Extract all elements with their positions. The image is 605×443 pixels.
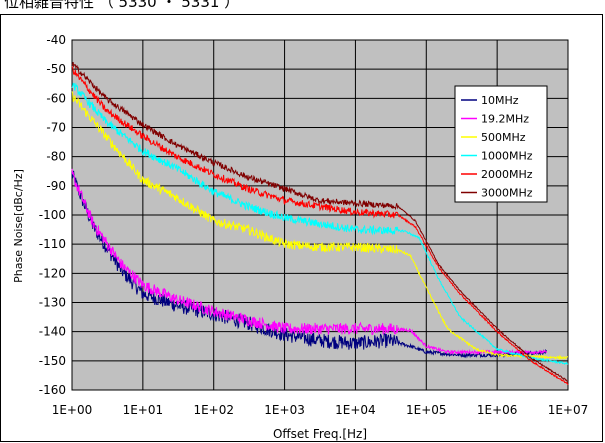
y-tick-label: -120 <box>39 266 66 280</box>
series-line-19-2mhz <box>71 168 548 356</box>
y-axis-label: Phase Noise[dBc/Hz] <box>12 169 25 283</box>
x-tick-label: 1E+01 <box>123 403 164 417</box>
series-line-3000mhz <box>71 62 569 382</box>
legend-box <box>454 85 548 203</box>
series-lines <box>71 62 569 386</box>
y-tick-label: -160 <box>39 383 66 397</box>
legend-label: 2000MHz <box>481 168 533 181</box>
y-tick-label: -100 <box>39 208 66 222</box>
x-tick-label: 1E+06 <box>477 403 518 417</box>
x-axis-label: Offset Freq.[Hz] <box>273 427 367 441</box>
x-tick-label: 1E+05 <box>406 403 447 417</box>
y-tick-label: -40 <box>46 33 66 47</box>
legend-label: 500MHz <box>481 131 526 144</box>
legend: 10MHz 19.2MHz 500MHz 1000MHz 2000MHz 3000MHz <box>454 85 548 203</box>
y-tick-label: -50 <box>46 62 66 76</box>
y-tick-label: -70 <box>46 121 66 135</box>
series-line-1000mhz <box>71 82 569 366</box>
y-tick-labels: -40 -50 -60 -70 -80 -90 -100 -110 -120 -130 -140 -1… <box>39 33 66 397</box>
y-tick-label: -130 <box>39 296 66 310</box>
y-tick-label: -110 <box>39 237 66 251</box>
x-tick-label: 1E+00 <box>52 403 93 417</box>
y-tick-label: -80 <box>46 150 66 164</box>
x-tick-labels: 1E+00 1E+01 1E+02 1E+03 1E+04 1E+05 1E+06 1E+07 <box>52 403 589 417</box>
series-line-500mhz <box>71 91 569 361</box>
x-tick-label: 1E+07 <box>548 403 589 417</box>
series-line-2000mhz <box>71 66 569 386</box>
x-tick-label: 1E+03 <box>264 403 305 417</box>
legend-label: 3000MHz <box>481 187 533 200</box>
x-tick-label: 1E+02 <box>193 403 234 417</box>
chart-header-title: 位相雑音特性 （ 5330 ・ 5331 ） <box>4 0 240 11</box>
y-tick-label: -150 <box>39 354 66 368</box>
legend-label: 1000MHz <box>481 150 533 163</box>
legend-label: 10MHz <box>481 94 519 107</box>
y-tick-label: -90 <box>46 179 66 193</box>
legend-label: 19.2MHz <box>481 113 529 126</box>
x-tick-label: 1E+04 <box>335 403 376 417</box>
y-tick-label: -60 <box>46 91 66 105</box>
y-tick-label: -140 <box>39 325 66 339</box>
